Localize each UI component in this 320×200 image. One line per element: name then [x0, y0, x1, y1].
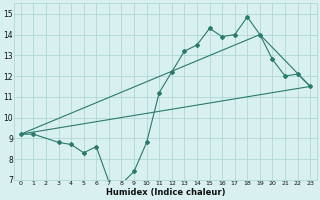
X-axis label: Humidex (Indice chaleur): Humidex (Indice chaleur)	[106, 188, 225, 197]
